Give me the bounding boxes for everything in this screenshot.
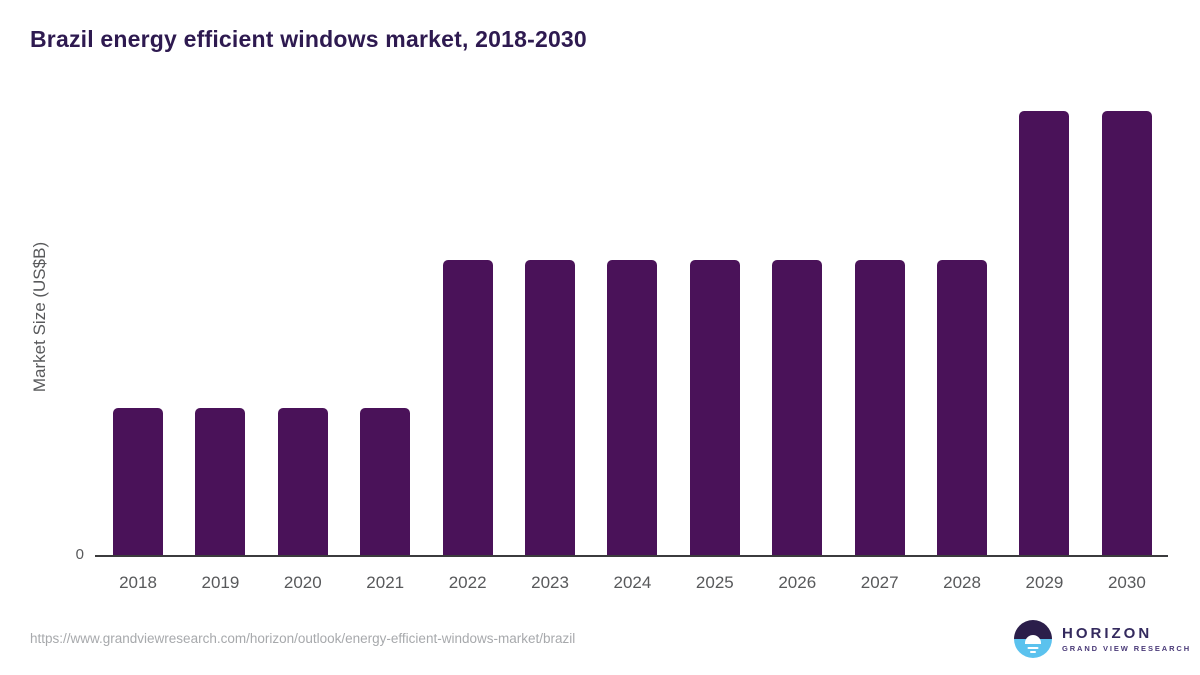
bar-cell-2021: 2021 (360, 100, 411, 592)
logo-brand-name: HORIZON (1062, 624, 1153, 642)
x-tick-label-2028: 2028 (943, 573, 981, 592)
bar-2024 (607, 260, 658, 557)
x-tick-label-2024: 2024 (613, 573, 652, 592)
bar-cell-2023: 2023 (525, 100, 576, 592)
x-axis-line (95, 555, 1168, 557)
x-tick-label-2019: 2019 (201, 573, 240, 592)
bar-2019 (195, 408, 246, 557)
bar-cell-2027: 2027 (854, 100, 905, 592)
logo-sub-brand: GRAND VIEW RESEARCH (1062, 644, 1192, 654)
x-tick-label-2018: 2018 (119, 573, 157, 592)
bar-2018 (113, 408, 163, 557)
chart-title: Brazil energy efficient windows market, … (30, 26, 587, 52)
bar-2023 (525, 260, 576, 557)
x-tick-label-2026: 2026 (778, 573, 817, 592)
bar-cell-2026: 2026 (772, 100, 823, 592)
x-tick-label-2027: 2027 (860, 573, 899, 592)
bar-2021 (360, 408, 411, 557)
logo-text: HORIZON GRAND VIEW RESEARCH (1062, 625, 1191, 653)
x-tick-label-2025: 2025 (695, 573, 734, 592)
x-tick-label-2020: 2020 (283, 573, 322, 592)
bar-cell-2020: 2020 (277, 100, 328, 592)
bar-2029 (1019, 111, 1070, 557)
x-tick-label-2029: 2029 (1025, 573, 1064, 592)
x-tick-label-2022: 2022 (448, 573, 487, 592)
x-tick-label-2021: 2021 (366, 573, 405, 592)
bar-cell-2019: 2019 (195, 100, 246, 592)
y-axis-label: Market Size (US$B) (30, 241, 49, 393)
horizon-logo: HORIZON GRAND VIEW RESEARCH (1014, 620, 1191, 658)
plot-area: 2018 2019 2020 2021 2022 2023 2024 2025 2026 2027… (95, 100, 1168, 592)
x-tick-label-2030: 2030 (1107, 573, 1146, 592)
bar-2022 (442, 260, 493, 557)
y-axis-zero-tick: 0 (75, 546, 84, 563)
source-url: https://www.grandviewresearch.com/horizo… (30, 631, 576, 646)
bar-2027 (854, 260, 905, 557)
bar-2030 (1101, 111, 1152, 557)
x-tick-label-2023: 2023 (531, 573, 569, 592)
bar-2026 (772, 260, 823, 557)
bar-series: 2018 2019 2020 2021 2022 2023 2024 2025 2026 2027… (95, 100, 1168, 592)
bar-cell-2025: 2025 (689, 100, 740, 592)
horizon-sunrise-icon (1014, 620, 1052, 658)
bar-2028 (937, 260, 988, 557)
bar-cell-2024: 2024 (607, 100, 658, 592)
bar-2020 (277, 408, 328, 557)
bar-2025 (689, 260, 740, 557)
bar-cell-2018: 2018 (113, 100, 163, 592)
bar-cell-2030: 2030 (1101, 100, 1152, 592)
bar-cell-2029: 2029 (1019, 100, 1070, 592)
bar-cell-2022: 2022 (442, 100, 493, 592)
bar-cell-2028: 2028 (937, 100, 988, 592)
